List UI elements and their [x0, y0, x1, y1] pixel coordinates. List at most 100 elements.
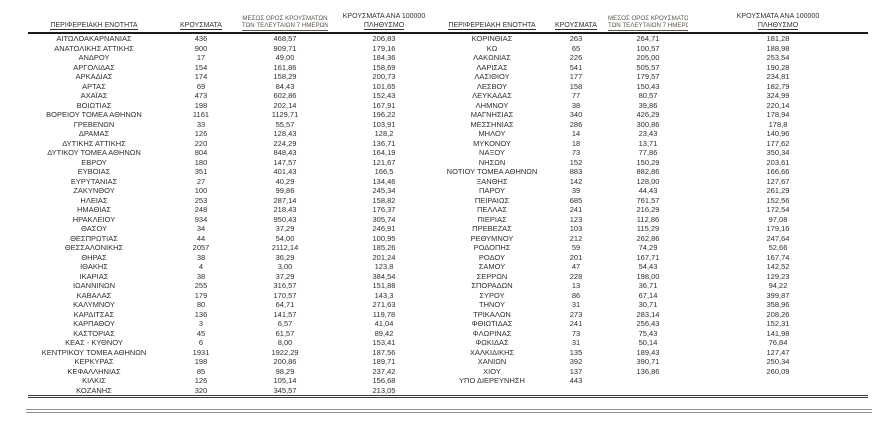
avg7-cell: 150,29 — [636, 157, 660, 167]
avg7-cell: 218,43 — [273, 205, 297, 214]
avg7-cell: 287,14 — [273, 195, 297, 205]
regional-cases-tables: ΠΕΡΙΦΕΡΕΙΑΚΗ ΕΝΟΤΗΤΑ ΚΡΟΥΣΜΑΤΑ ΜΕΣΟΣ ΟΡΟ… — [28, 13, 868, 398]
region-cell: ΣΥΡΟΥ — [479, 290, 505, 300]
cases-cell: 1931 — [192, 347, 210, 357]
cases-cell: 45 — [196, 328, 206, 338]
col-header-region: ΠΕΡΙΦΕΡΕΙΑΚΗ ΕΝΟΤΗΤΑ — [440, 13, 544, 34]
per100k-cell: 399,87 — [766, 290, 790, 300]
col-header-region: ΠΕΡΙΦΕΡΕΙΑΚΗ ΕΝΟΤΗΤΑ — [28, 13, 160, 34]
cases-cell: 177 — [569, 72, 583, 81]
cases-cell: 228 — [569, 271, 583, 281]
avg7-cell: 136,86 — [636, 366, 660, 376]
avg7-cell: 99,86 — [275, 186, 295, 195]
avg7-cell: 115,29 — [636, 224, 660, 233]
avg7-cell: 179,57 — [636, 72, 660, 81]
cases-cell: 47 — [571, 262, 581, 271]
region-cell: ΣΕΡΡΩΝ — [476, 271, 508, 281]
table-row: ΚΕΝΤΡΙΚΟΥ ΤΟΜΕΑ ΑΘΗΝΩΝ 1931 1922,29 187,56 — [28, 348, 440, 358]
region-cell: ΔΡΑΜΑΣ — [78, 129, 110, 138]
region-cell: ΗΜΑΘΙΑΣ — [76, 205, 112, 214]
avg7-cell: 128,00 — [636, 176, 660, 186]
avg7-cell: 3,00 — [277, 262, 293, 271]
per100k-cell: 234,81 — [766, 72, 790, 81]
avg7-cell: 37,29 — [275, 271, 295, 281]
per100k-cell: 172,54 — [766, 205, 790, 214]
table-row: ΧΑΝΙΩΝ 392 390,71 250,34 — [440, 357, 868, 367]
region-cell: ΛΑΡΙΣΑΣ — [476, 62, 508, 72]
region-cell: ΑΡΤΑΣ — [82, 81, 106, 91]
avg7-cell: 36,29 — [275, 252, 295, 262]
per100k-cell: 167,91 — [372, 100, 396, 110]
table-row: ΒΟΙΩΤΙΑΣ 198 202,14 167,91 — [28, 101, 440, 111]
avg7-cell: 505,57 — [636, 62, 660, 72]
table-row: ΙΘΑΚΗΣ 4 3,00 123,8 — [28, 262, 440, 272]
cases-cell: 33 — [196, 119, 206, 129]
avg7-cell: 198,00 — [636, 271, 660, 281]
avg7-cell: 300,86 — [636, 119, 660, 129]
avg7-cell: 23,43 — [638, 129, 658, 138]
region-cell: ΛΕΣΒΟΥ — [476, 81, 508, 91]
avg7-cell: 100,57 — [636, 43, 660, 53]
per100k-cell: 101,65 — [372, 81, 396, 91]
per100k-cell: 203,61 — [766, 157, 790, 167]
region-cell: ΛΑΚΩΝΙΑΣ — [473, 53, 511, 62]
avg7-cell: 216,29 — [636, 205, 660, 214]
cases-cell: 31 — [571, 338, 581, 347]
table-row: ΜΥΚΟΝΟΥ 18 13,71 177,62 — [440, 139, 868, 149]
cases-cell: 152 — [569, 157, 583, 167]
region-cell: ΚΟΖΑΝΗΣ — [76, 385, 112, 395]
cases-cell: 18 — [571, 138, 581, 148]
table-row: ΑΡΓΟΛΙΔΑΣ 154 161,86 158,69 — [28, 63, 440, 73]
cases-cell: 154 — [194, 62, 208, 72]
per100k-cell: 190,28 — [766, 62, 790, 72]
cases-cell: 241 — [569, 319, 583, 328]
region-cell: ΛΑΣΙΘΙΟΥ — [474, 72, 510, 81]
region-cell: ΠΑΡΟΥ — [478, 186, 505, 195]
table-row: ΠΕΙΡΑΙΩΣ 685 761,57 152,56 — [440, 196, 868, 206]
table-row: ΡΟΔΟΥ 201 167,71 167,74 — [440, 253, 868, 263]
cases-cell: 263 — [569, 34, 583, 43]
cases-cell: 286 — [569, 119, 583, 129]
per100k-cell: 185,26 — [372, 243, 396, 252]
cases-cell: 38 — [196, 271, 206, 281]
col-header-cases: ΚΡΟΥΣΜΑΤΑ — [544, 13, 608, 34]
cases-cell: 273 — [569, 309, 583, 319]
region-cell: ΖΑΚΥΝΘΟΥ — [73, 186, 115, 195]
table-row: ΔΥΤΙΚΗΣ ΑΤΤΙΚΗΣ 220 224,29 136,71 — [28, 139, 440, 149]
avg7-cell: 13,71 — [638, 138, 658, 148]
avg7-cell: 161,86 — [273, 62, 297, 72]
region-cell: ΕΒΡΟΥ — [81, 157, 107, 167]
table-row: ΡΕΘΥΜΝΟΥ 212 262,86 247,64 — [440, 234, 868, 244]
table-row: ΕΥΒΟΙΑΣ 351 401,43 166,5 — [28, 167, 440, 177]
table-row: ΤΡΙΚΑΛΩΝ 273 283,14 208,26 — [440, 310, 868, 320]
table-row: ΙΚΑΡΙΑΣ 38 37,29 384,54 — [28, 272, 440, 282]
table-row: ΠΑΡΟΥ 39 44,43 261,29 — [440, 186, 868, 196]
avg7-cell: 256,43 — [636, 319, 660, 328]
region-cell: ΧΑΛΚΙΔΙΚΗΣ — [469, 347, 515, 357]
avg7-cell: 426,29 — [636, 110, 660, 119]
table-row: ΜΕΣΣΗΝΙΑΣ 286 300,86 178,8 — [440, 120, 868, 130]
col-header-region-label: ΠΕΡΙΦΕΡΕΙΑΚΗ ΕΝΟΤΗΤΑ — [50, 21, 138, 30]
region-cell: ΙΩΑΝΝΙΝΩΝ — [72, 281, 116, 290]
per100k-cell: 166,5 — [374, 167, 394, 176]
cases-cell: 135 — [569, 347, 583, 357]
region-cell: ΛΕΥΚΑΔΑΣ — [472, 91, 512, 100]
per100k-cell: 188,98 — [766, 43, 790, 53]
cases-cell: 38 — [571, 100, 581, 110]
cases-table-left: ΠΕΡΙΦΕΡΕΙΑΚΗ ΕΝΟΤΗΤΑ ΚΡΟΥΣΜΑΤΑ ΜΕΣΟΣ ΟΡΟ… — [28, 13, 440, 395]
table-row: ΠΙΕΡΙΑΣ 123 112,86 97,08 — [440, 215, 868, 225]
cases-cell: 198 — [194, 357, 208, 366]
avg7-cell: 40,29 — [275, 176, 295, 186]
cases-cell: 31 — [571, 300, 581, 309]
col-header-avg7-line2: ΤΩΝ ΤΕΛΕΥΤΑΙΩΝ 7 ΗΜΕΡΩΝ — [608, 22, 688, 31]
per100k-cell: 177,62 — [766, 138, 790, 148]
per100k-cell: 206,83 — [372, 34, 396, 43]
per100k-cell: 103,91 — [372, 119, 396, 129]
table-row: ΚΕΑΣ - ΚΥΘΝΟΥ 6 8,00 153,41 — [28, 338, 440, 348]
region-cell: ΑΙΤΩΛΟΑΚΑΡΝΑΝΙΑΣ — [56, 34, 132, 43]
region-cell: ΚΑΛΥΜΝΟΥ — [73, 300, 115, 309]
cases-cell: 392 — [569, 357, 583, 366]
region-cell: ΗΡΑΚΛΕΙΟΥ — [72, 214, 116, 224]
cases-cell: 201 — [569, 252, 583, 262]
cases-cell: 934 — [194, 214, 208, 224]
